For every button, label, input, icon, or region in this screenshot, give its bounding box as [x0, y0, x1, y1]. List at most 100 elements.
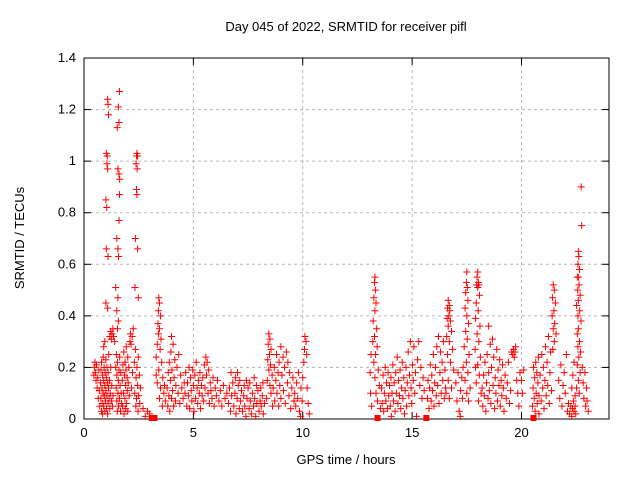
axis-ticks	[83, 57, 609, 420]
data-point-plus	[166, 376, 174, 384]
data-point-plus	[390, 379, 398, 387]
data-point-plus	[577, 348, 585, 356]
data-point-plus	[271, 397, 279, 405]
data-point-plus	[109, 392, 117, 400]
data-point-plus	[368, 402, 376, 410]
data-point-plus	[495, 381, 503, 389]
data-point-plus	[574, 296, 582, 304]
data-point-plus	[512, 343, 520, 351]
data-point-plus	[113, 235, 121, 242]
data-point-plus	[575, 338, 583, 346]
data-point-plus	[562, 351, 570, 359]
data-point-plus	[177, 371, 185, 379]
data-point-plus	[442, 389, 450, 397]
data-point-plus	[289, 374, 297, 382]
data-point-plus	[112, 384, 120, 392]
data-point-plus	[114, 165, 122, 173]
data-point-plus	[120, 410, 128, 418]
data-point-plus	[493, 397, 501, 405]
x-tick-label: 5	[190, 425, 197, 440]
data-point-plus	[193, 384, 201, 392]
data-point-plus	[391, 407, 399, 415]
data-point-plus	[259, 379, 267, 387]
data-point-plus	[234, 369, 242, 377]
y-tick-label: 0.8	[58, 205, 76, 220]
data-point-plus	[129, 369, 137, 377]
data-point-plus	[116, 175, 124, 183]
data-point-plus	[491, 374, 499, 382]
data-point-plus	[125, 363, 133, 371]
data-point-plus	[230, 402, 238, 410]
data-point-plus	[194, 400, 202, 408]
data-point-plus	[132, 402, 140, 410]
data-point-plus	[568, 412, 576, 420]
data-point-plus	[542, 343, 550, 351]
data-point-plus	[183, 379, 191, 387]
data-point-plus	[192, 394, 200, 402]
data-point-plus	[386, 381, 394, 389]
data-point-plus	[301, 332, 309, 340]
data-point-plus	[285, 392, 293, 400]
data-point-plus	[304, 400, 312, 408]
data-point-plus	[213, 376, 221, 384]
data-point-plus	[267, 345, 275, 353]
data-point-plus	[449, 345, 457, 353]
data-point-plus	[381, 363, 389, 371]
data-point-plus	[205, 366, 213, 374]
data-point-plus	[127, 384, 135, 392]
data-point-plus	[537, 397, 545, 405]
data-point-plus	[284, 358, 292, 366]
data-point-plus	[124, 353, 132, 361]
data-point-plus	[104, 304, 112, 312]
data-point-plus	[302, 338, 310, 346]
data-point-plus	[474, 307, 482, 315]
data-point-plus	[303, 384, 311, 392]
data-point-plus	[473, 330, 481, 338]
data-point-plus	[275, 358, 283, 366]
data-point-plus	[493, 345, 501, 353]
data-point-plus	[202, 353, 210, 361]
data-point-plus	[439, 338, 447, 346]
data-point-plus	[122, 343, 130, 351]
data-point-plus	[549, 294, 557, 302]
data-point-plus	[466, 384, 474, 392]
data-point-plus	[582, 402, 590, 410]
data-point-plus	[135, 392, 143, 400]
data-point-plus	[569, 397, 577, 405]
data-point-plus	[206, 379, 214, 387]
data-point-plus	[283, 379, 291, 387]
data-point-plus	[450, 366, 458, 374]
data-point-plus	[465, 320, 473, 328]
data-point-plus	[117, 407, 125, 415]
data-point-plus	[189, 381, 197, 389]
data-point-plus	[382, 397, 390, 405]
data-point-plus	[225, 384, 233, 392]
data-point-plus	[105, 351, 113, 359]
data-point-plus	[116, 353, 124, 361]
data-point-plus	[266, 335, 274, 343]
data-point-plus	[171, 356, 179, 364]
data-point-plus	[113, 371, 121, 379]
data-point-plus	[221, 394, 229, 402]
data-point-plus	[280, 387, 287, 395]
data-point-plus	[168, 332, 175, 340]
data-point-plus	[187, 387, 195, 395]
data-point-plus	[481, 358, 489, 366]
data-point-plus	[131, 283, 139, 291]
data-point-plus	[176, 400, 184, 408]
x-tick-label: 20	[514, 425, 528, 440]
data-point-plus	[185, 363, 193, 371]
data-point-plus	[273, 389, 281, 397]
data-point-plus	[131, 389, 139, 397]
data-point-plus	[366, 369, 374, 377]
data-point-plus	[444, 376, 452, 384]
data-point-plus	[542, 392, 550, 400]
data-point-plus	[396, 366, 404, 374]
data-point-plus	[476, 322, 484, 330]
data-point-plus	[100, 343, 108, 351]
data-point-plus	[389, 361, 397, 369]
data-point-plus	[578, 222, 586, 230]
x-tick-labels: 0 5 10 15 20	[80, 425, 528, 440]
data-point-plus	[172, 381, 180, 389]
data-point-plus	[433, 343, 441, 351]
